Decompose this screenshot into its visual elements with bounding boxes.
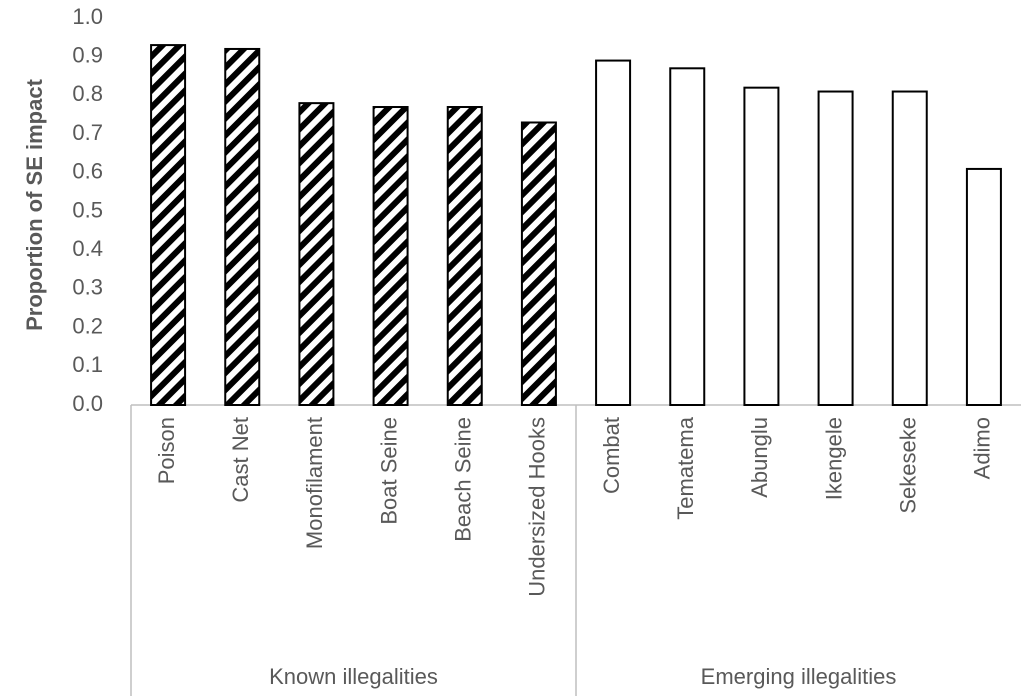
bar-undersized-hooks bbox=[520, 121, 557, 407]
bar-poison bbox=[150, 44, 187, 407]
category-label: Beach Seine bbox=[451, 417, 476, 542]
category-label: Cast Net bbox=[228, 417, 253, 503]
category-label: Tematema bbox=[673, 416, 698, 519]
bar-monofilament bbox=[298, 102, 335, 406]
y-tick-label: 0.6 bbox=[72, 159, 103, 184]
category-label: Abunglu bbox=[747, 417, 772, 498]
bar-boat-seine bbox=[372, 106, 409, 406]
bar-sekeseke bbox=[891, 90, 928, 406]
y-tick-label: 0.4 bbox=[72, 236, 103, 261]
group-labels: Known illegalities Emerging illegalities bbox=[269, 664, 896, 689]
bar-cast-net bbox=[224, 47, 261, 407]
bar-tematema bbox=[669, 67, 706, 406]
y-tick-label: 0.8 bbox=[72, 81, 103, 106]
category-label: Poison bbox=[154, 417, 179, 484]
bars bbox=[150, 44, 1002, 407]
category-label: Monofilament bbox=[302, 417, 327, 549]
category-labels: Poison Cast Net Monofilament Boat Seine Beac… bbox=[154, 416, 995, 597]
y-tick-label: 1.0 bbox=[72, 4, 103, 29]
y-tick-label: 0.1 bbox=[72, 352, 103, 377]
category-label: Sekeseke bbox=[896, 417, 921, 514]
y-tick-label: 0.2 bbox=[72, 313, 103, 338]
bar-adimo bbox=[965, 167, 1002, 406]
category-label: Ikengele bbox=[821, 417, 846, 500]
category-label: Undersized Hooks bbox=[525, 417, 550, 597]
group-label: Known illegalities bbox=[269, 664, 438, 689]
y-tick-labels: 0.0 0.1 0.2 0.3 0.4 0.5 0.6 0.7 0.8 0.9 1.0 bbox=[72, 4, 103, 416]
category-label: Adimo bbox=[970, 417, 995, 479]
y-tick-label: 0.5 bbox=[72, 197, 103, 222]
bar-beach-seine bbox=[446, 106, 483, 406]
category-label: Boat Seine bbox=[376, 417, 401, 525]
category-label: Combat bbox=[599, 417, 624, 494]
bar-abunglu bbox=[743, 86, 780, 406]
bar-ikengele bbox=[817, 90, 854, 406]
group-label: Emerging illegalities bbox=[701, 664, 897, 689]
y-tick-label: 0.7 bbox=[72, 120, 103, 145]
y-tick-label: 0.3 bbox=[72, 275, 103, 300]
bar-combat bbox=[595, 59, 632, 406]
y-tick-label: 0.9 bbox=[72, 43, 103, 68]
y-axis-title: Proportion of SE impact bbox=[22, 78, 47, 330]
axes bbox=[130, 404, 1021, 696]
y-tick-label: 0.0 bbox=[72, 391, 103, 416]
